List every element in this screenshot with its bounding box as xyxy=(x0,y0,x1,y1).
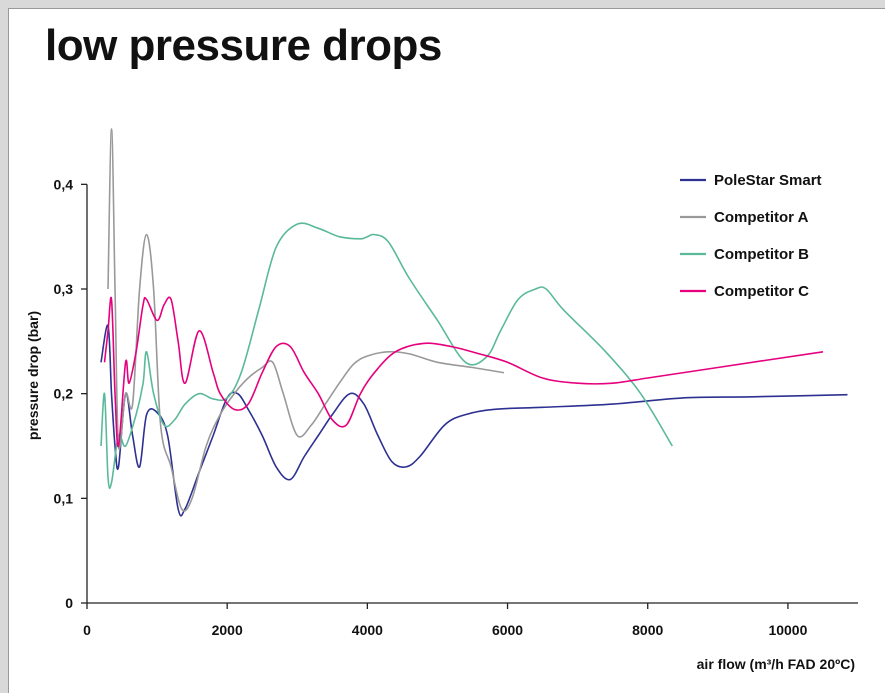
x-tick-label: 4000 xyxy=(352,622,383,638)
series-line-polestar-smart xyxy=(101,325,848,516)
tick-labels: 0 2000 4000 6000 8000 10000 0 0,1 0,2 0,3 0,4 xyxy=(54,176,808,638)
y-tick-label: 0 xyxy=(65,595,73,611)
y-tick-label: 0,2 xyxy=(54,386,74,402)
y-tick-label: 0,3 xyxy=(54,281,74,297)
x-tick-label: 6000 xyxy=(492,622,523,638)
series-line-competitor-b xyxy=(101,223,672,488)
series-line-competitor-c xyxy=(105,297,824,446)
y-tick-label: 0,1 xyxy=(54,490,74,506)
y-tick-label: 0,4 xyxy=(54,176,74,192)
legend-label-polestar-smart: PoleStar Smart xyxy=(714,172,822,189)
x-tick-label: 10000 xyxy=(768,622,807,638)
x-tick-label: 8000 xyxy=(632,622,663,638)
legend-label-competitor-a: Competitor A xyxy=(714,209,809,226)
y-axis-title: pressure drop (bar) xyxy=(25,311,41,440)
x-tick-label: 0 xyxy=(83,622,91,638)
legend-label-competitor-c: Competitor C xyxy=(714,283,809,300)
x-axis-title: air flow (m³/h FAD 20ºC) xyxy=(697,656,855,672)
legend-label-competitor-b: Competitor B xyxy=(714,246,809,263)
x-tick-label: 2000 xyxy=(212,622,243,638)
legend: PoleStar Smart Competitor A Competitor B Co… xyxy=(680,172,822,300)
